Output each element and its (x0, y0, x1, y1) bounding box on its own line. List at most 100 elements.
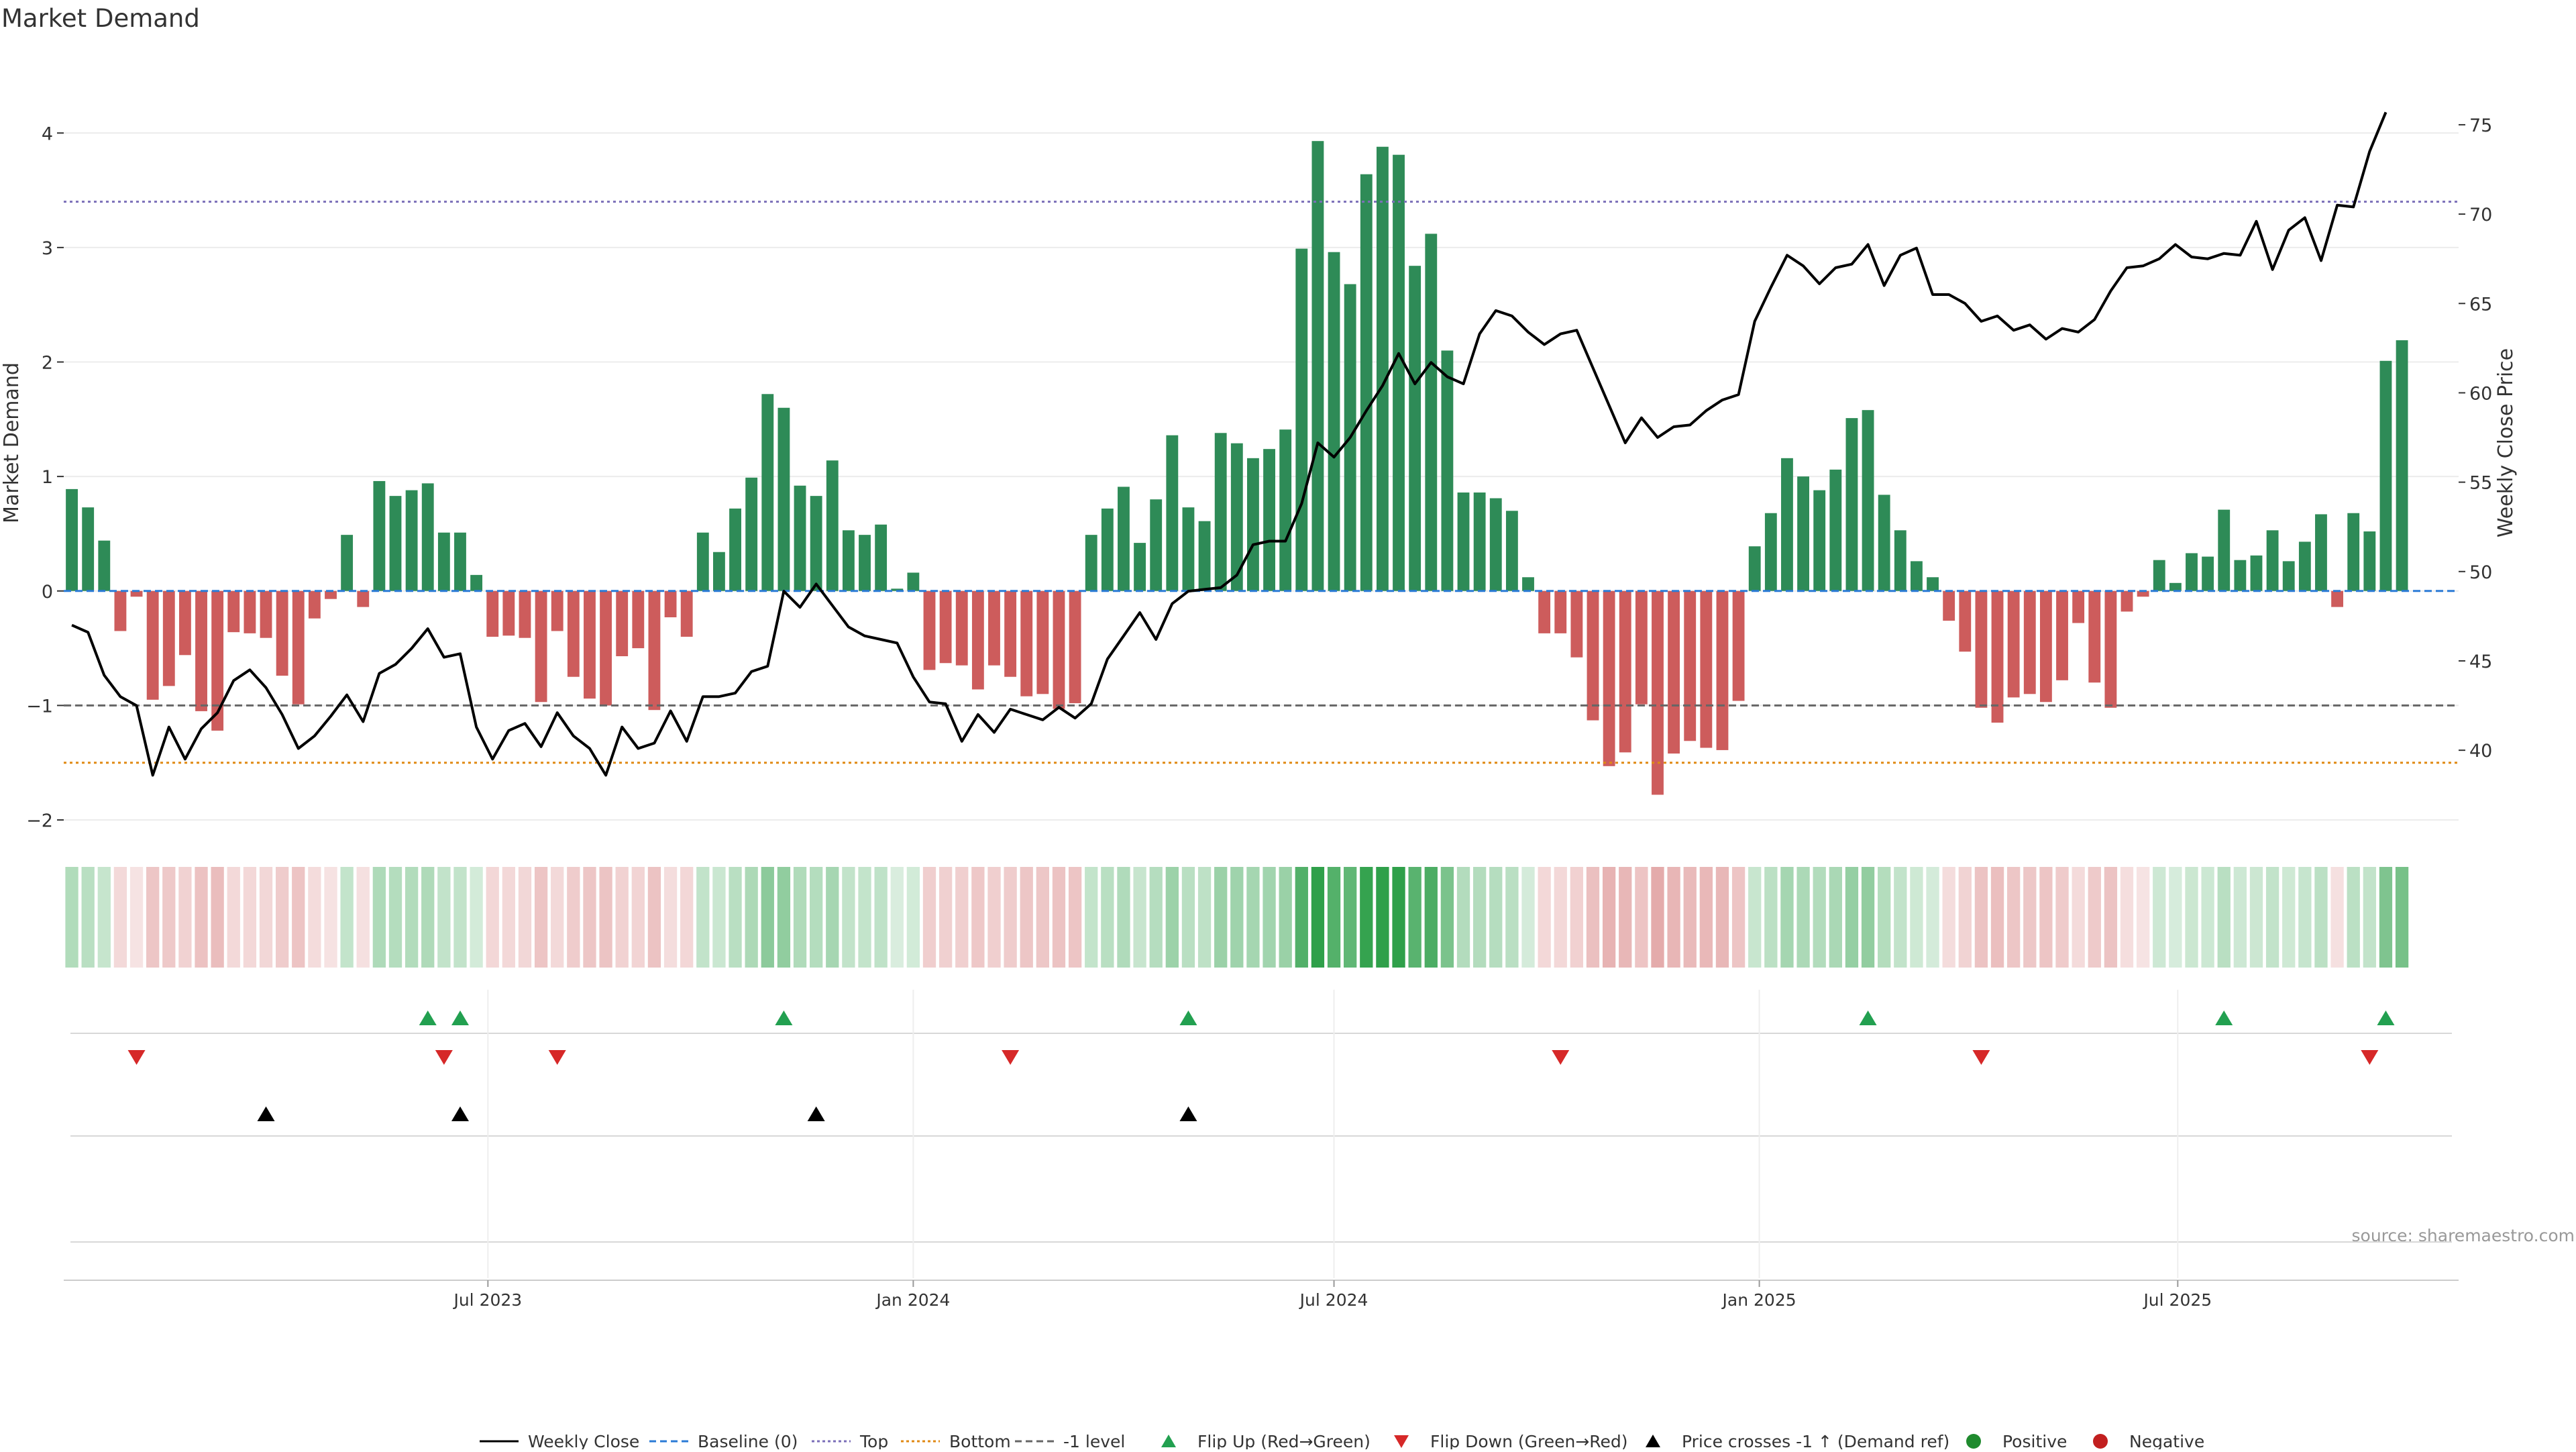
heat-cell (631, 867, 645, 968)
heat-cell (1279, 867, 1292, 968)
heat-cell (1165, 867, 1179, 968)
bar-positive (2379, 360, 2392, 591)
heat-cell (1990, 867, 2004, 968)
bar-negative (1587, 590, 1599, 721)
bar-positive (2186, 553, 2198, 591)
heat-cell (2330, 867, 2344, 968)
heat-cell (470, 867, 483, 968)
bar-negative (2104, 590, 2117, 708)
bar-negative (292, 590, 305, 705)
heat-cell (1311, 867, 1325, 968)
bar-positive (1118, 486, 1130, 591)
bar-negative (535, 590, 547, 703)
heat-cell (696, 867, 710, 968)
bar-negative (1684, 590, 1697, 741)
bar-negative (146, 590, 159, 700)
heat-cell (486, 867, 499, 968)
bar-positive (713, 552, 725, 591)
bar-positive (1489, 498, 1502, 591)
heat-cell (874, 867, 888, 968)
heat-cell (146, 867, 160, 968)
flip-up-marker (1859, 1010, 1877, 1025)
heat-cell (162, 867, 176, 968)
bar-positive (1522, 577, 1534, 591)
heat-cell (421, 867, 435, 968)
bar-negative (1619, 590, 1631, 753)
bar-positive (1182, 507, 1195, 591)
bar-positive (1781, 458, 1793, 591)
bar-negative (648, 590, 661, 711)
bar-positive (1878, 495, 1890, 591)
heat-cell (518, 867, 532, 968)
bar-negative (971, 590, 984, 690)
bar-positive (2347, 513, 2360, 591)
bar-negative (2007, 590, 2020, 698)
bar-negative (2088, 590, 2101, 683)
heat-cell (1489, 867, 1503, 968)
bar-negative (1943, 590, 1955, 621)
bar-positive (2169, 582, 2182, 591)
bar-positive (810, 496, 822, 591)
bar-positive (405, 490, 418, 591)
y2-tick-label: 75 (2469, 115, 2492, 136)
bar-negative (357, 590, 370, 607)
bar-positive (341, 535, 354, 591)
heat-cell (292, 867, 305, 968)
bar-negative (551, 590, 564, 631)
bar-positive (2396, 340, 2408, 591)
bar-negative (955, 590, 968, 666)
heat-cell (2395, 867, 2409, 968)
bar-positive (1279, 429, 1292, 591)
bar-positive (859, 535, 871, 591)
flip-down-marker (1972, 1050, 1990, 1065)
bar-positive (1829, 469, 1842, 591)
heat-cell (2023, 867, 2037, 968)
bar-positive (761, 394, 774, 591)
legend-swatch (1966, 1434, 1981, 1449)
x-tick-label: Jul 2025 (2142, 1290, 2212, 1310)
bar-positive (875, 524, 888, 591)
bar-positive (1441, 350, 1454, 591)
bar-negative (632, 590, 645, 649)
legend-swatch (2093, 1434, 2108, 1449)
flip-up-marker (775, 1010, 793, 1025)
heat-cell (324, 867, 337, 968)
y-tick-label: 0 (42, 582, 53, 603)
demand-bars (66, 141, 2408, 795)
heat-cell (1263, 867, 1276, 968)
heat-cell (793, 867, 807, 968)
heat-cell (372, 867, 386, 968)
bar-negative (1635, 590, 1648, 705)
y2-tick-label: 40 (2469, 741, 2492, 762)
heat-cell (129, 867, 144, 968)
bar-positive (2315, 514, 2327, 591)
heat-cell (955, 867, 969, 968)
bar-positive (1764, 513, 1777, 591)
legend-label: Positive (2002, 1432, 2067, 1449)
bar-negative (664, 590, 677, 617)
bar-negative (1975, 590, 1988, 708)
heat-cell (534, 867, 548, 968)
heat-cell (1829, 867, 1842, 968)
bar-negative (2039, 590, 2052, 703)
heat-cell (1780, 867, 1794, 968)
bar-positive (470, 574, 483, 591)
heat-cell (2120, 867, 2134, 968)
heat-cell (729, 867, 742, 968)
heat-cell (2249, 867, 2263, 968)
legend-label: Negative (2129, 1432, 2204, 1449)
bar-positive (1425, 234, 1438, 591)
x-tick-label: Jan 2024 (875, 1290, 950, 1310)
flip-up-marker (2215, 1010, 2233, 1025)
bar-positive (1393, 154, 1405, 591)
heat-cell (356, 867, 370, 968)
heat-cell (2088, 867, 2101, 968)
heat-cell (1602, 867, 1616, 968)
heat-cell (1861, 867, 1875, 968)
heat-cell (1020, 867, 1033, 968)
bar-negative (1716, 590, 1729, 750)
legend-label: -1 level (1063, 1432, 1125, 1449)
bar-positive (1748, 546, 1761, 591)
heat-cell (1715, 867, 1729, 968)
